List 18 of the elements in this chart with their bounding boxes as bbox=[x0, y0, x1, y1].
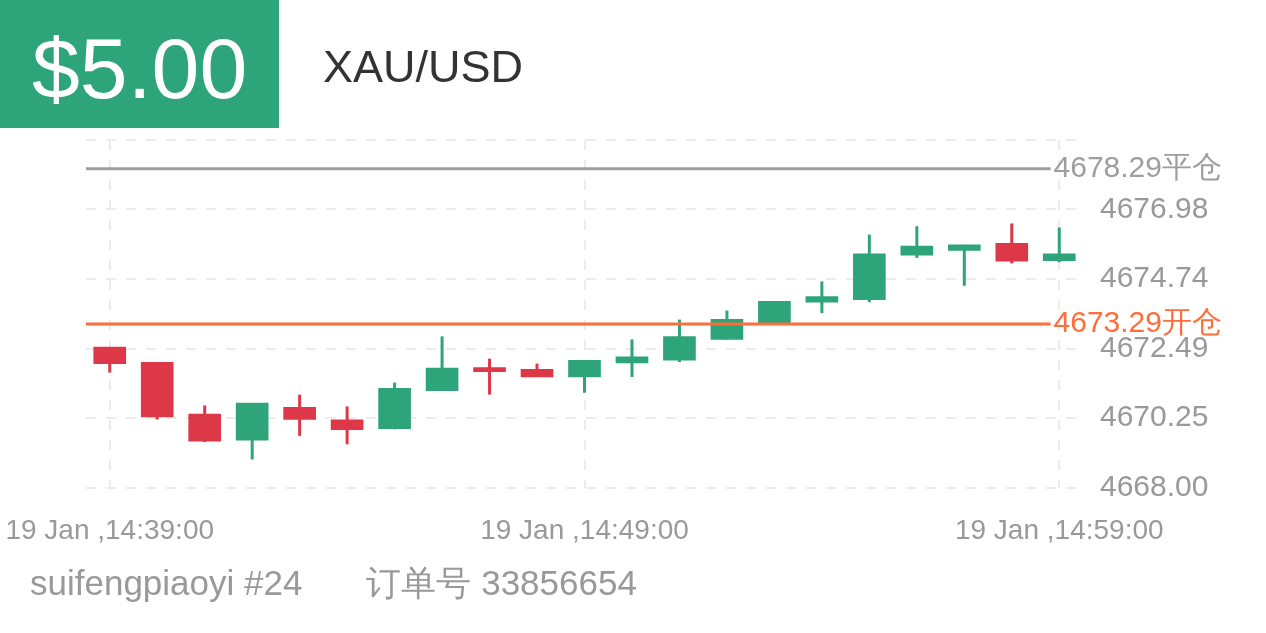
text: suifengpiaoyi #24 bbox=[30, 563, 303, 602]
y-tick-label: 4676.98 bbox=[1100, 190, 1209, 224]
y-tick-label: 4668.00 bbox=[1100, 469, 1209, 503]
candlestick bbox=[473, 358, 506, 395]
x-tick-label: 19 Jan ,14:49:00 bbox=[480, 513, 689, 545]
y-tick-label: 4674.74 bbox=[1100, 260, 1209, 294]
amount-badge: $5.00 bbox=[0, 0, 280, 128]
candlestick bbox=[1042, 227, 1076, 264]
chart-subtitle: $5.00 bbox=[32, 20, 248, 116]
x-tick-label: 19 Jan ,14:39:00 bbox=[5, 513, 215, 545]
text: 订单号 33856654 bbox=[366, 563, 637, 602]
ref-line-label: 4678.29平仓 bbox=[1053, 150, 1222, 184]
candlestick bbox=[900, 226, 934, 258]
y-tick-label: 4670.25 bbox=[1100, 399, 1209, 433]
x-tick-label: 19 Jan ,14:59:00 bbox=[954, 513, 1164, 545]
candlestick bbox=[805, 281, 839, 315]
candlestick bbox=[615, 339, 649, 377]
chart-title: XAU/USD bbox=[323, 41, 524, 92]
